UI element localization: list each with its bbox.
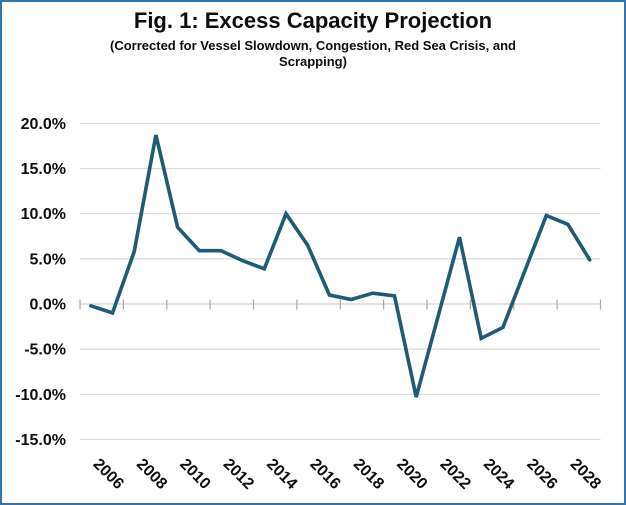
chart-title: Fig. 1: Excess Capacity Projection — [133, 8, 493, 33]
x-axis-label: 2010 — [176, 456, 213, 493]
y-axis-label: -10.0% — [15, 387, 66, 404]
chart-subtitle: (Corrected for Vessel Slowdown, Congesti… — [2, 38, 624, 70]
x-axis-label: 2012 — [220, 456, 257, 493]
x-axis-label: 2028 — [567, 456, 604, 493]
x-axis-label: 2020 — [393, 456, 430, 493]
data-line-series — [89, 134, 592, 398]
y-axis-label: 20.0% — [21, 116, 66, 133]
chart-subtitle-line2: Scrapping) — [279, 54, 347, 69]
y-axis-label: 0.0% — [30, 297, 66, 314]
y-axis-label: -5.0% — [24, 342, 66, 359]
x-axis-label: 2026 — [523, 456, 560, 493]
x-axis-label: 2006 — [90, 456, 127, 493]
y-axis-label: 15.0% — [21, 161, 66, 178]
x-axis-label: 2018 — [350, 456, 387, 493]
x-axis-label: 2008 — [133, 456, 170, 493]
y-axis-label: 5.0% — [30, 251, 66, 268]
x-axis-label: 2024 — [480, 456, 517, 493]
x-axis-label: 2016 — [306, 456, 343, 493]
y-axis-label: -15.0% — [15, 432, 66, 449]
x-axis-label: 2022 — [437, 456, 474, 493]
chart-subtitle-line1: (Corrected for Vessel Slowdown, Congesti… — [110, 38, 516, 53]
y-axis-label: 10.0% — [21, 206, 66, 223]
x-axis-label: 2014 — [263, 456, 300, 493]
